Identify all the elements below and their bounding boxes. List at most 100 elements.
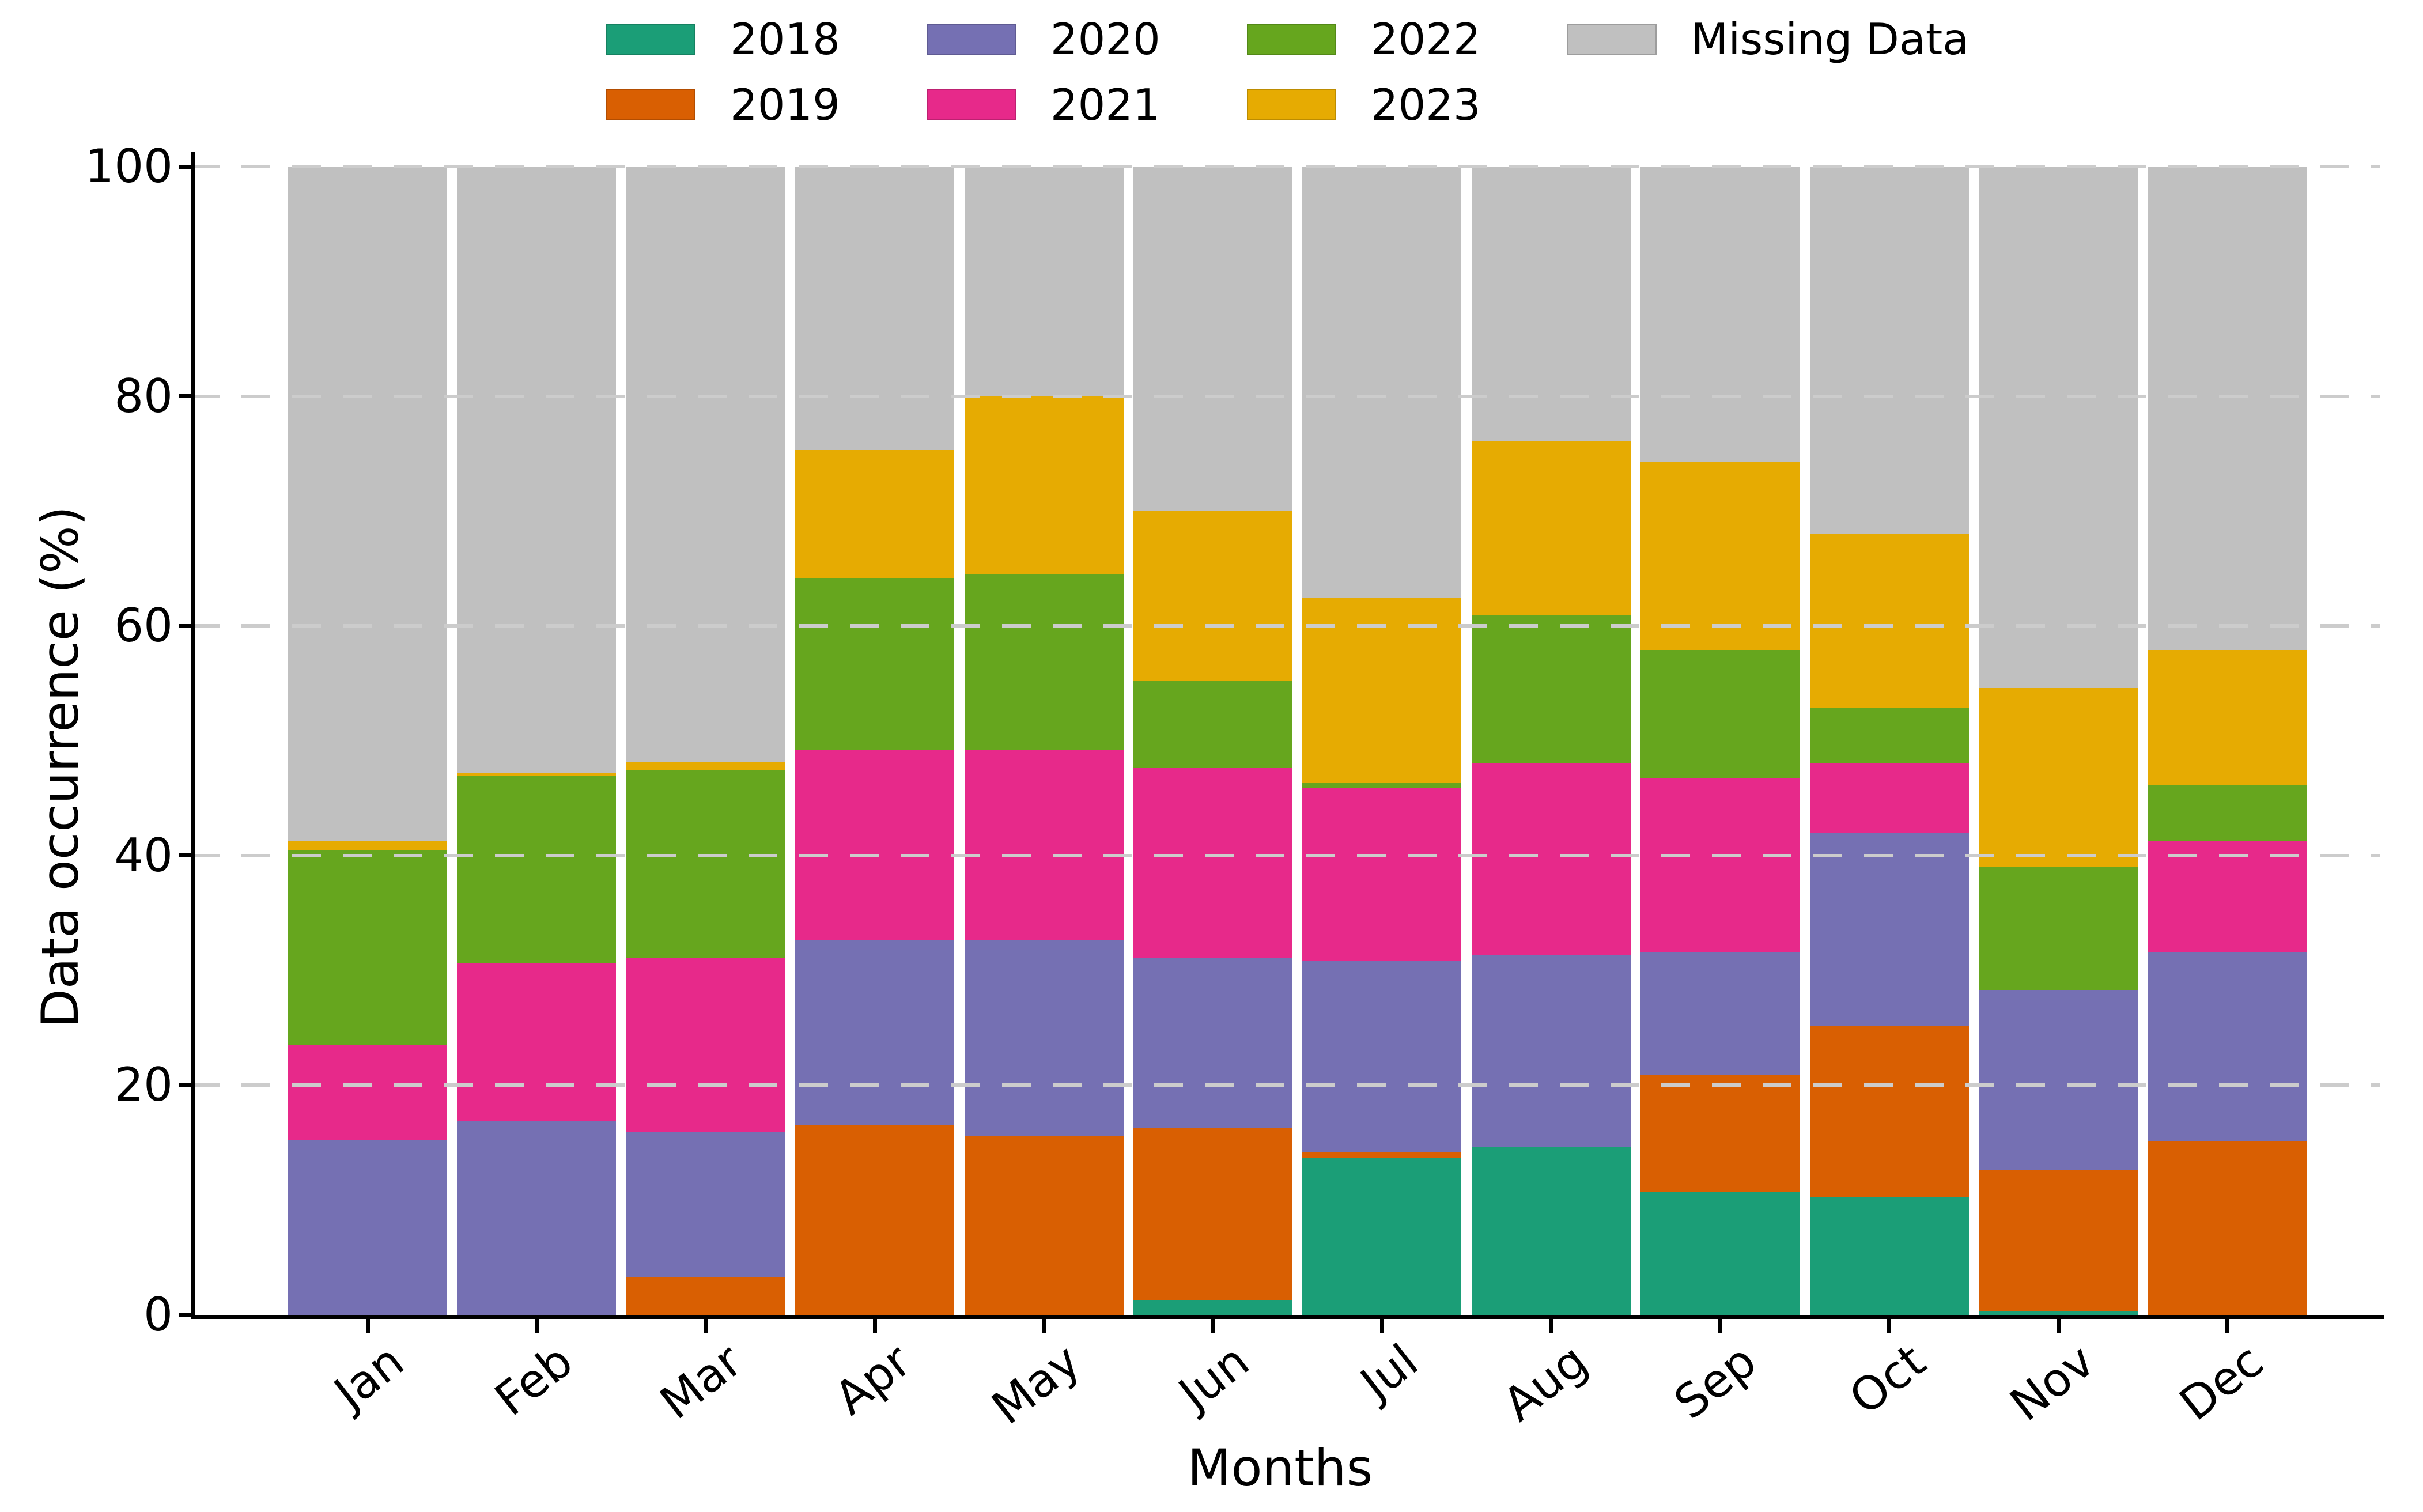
x-tick-jul (1380, 1319, 1384, 1333)
legend-swatch-missing-data (1567, 24, 1657, 55)
bar-segment-missing-data-feb (457, 167, 616, 773)
bar-segment-missing-data-dec (2148, 167, 2307, 651)
bar-segment-2022-jul (1302, 783, 1461, 788)
bar-segment-2020-may (965, 940, 1124, 1136)
bar-segment-2023-aug (1472, 441, 1631, 616)
legend-item-2023: 2023 (1246, 84, 1481, 127)
bar-segment-2018-nov (1979, 1311, 2138, 1315)
y-tick-20 (179, 1083, 191, 1087)
y-tick-80 (179, 394, 191, 399)
bar-segment-2019-sep (1640, 1075, 1800, 1192)
bar-segment-missing-data-jan (288, 167, 447, 841)
bar-segment-2023-jun (1133, 511, 1292, 681)
bar-segment-2022-jun (1133, 681, 1292, 769)
bar-segment-2019-nov (1979, 1170, 2138, 1311)
bar-segment-2019-may (965, 1136, 1124, 1315)
gridline-80 (191, 394, 2380, 398)
bar-segment-2021-may (965, 750, 1124, 941)
bar-segment-missing-data-mar (626, 167, 785, 763)
y-axis-spine (191, 152, 195, 1315)
legend-item-2018: 2018 (606, 18, 840, 61)
y-tick-label-60: 60 (114, 599, 173, 652)
x-tick-dec (2225, 1319, 2229, 1333)
bar-segment-2022-sep (1640, 650, 1800, 779)
legend-swatch-2023 (1246, 89, 1336, 120)
x-tick-jan (366, 1319, 370, 1333)
y-tick-40 (179, 853, 191, 858)
legend-item-2022: 2022 (1246, 14, 1481, 65)
plot-area (179, 152, 2384, 1333)
x-tick-may (1042, 1319, 1046, 1333)
legend-swatch-2020 (926, 24, 1016, 55)
x-tick-mar (704, 1319, 708, 1333)
x-axis-spine (191, 1315, 2384, 1319)
bar-segment-2018-oct (1810, 1196, 1969, 1315)
bar-segment-2020-aug (1472, 955, 1631, 1147)
bar-segment-2020-feb (457, 1121, 616, 1315)
bar-segment-2018-jul (1302, 1158, 1461, 1315)
y-tick-label-40: 40 (114, 829, 173, 882)
bar-segment-2022-aug (1472, 615, 1631, 764)
bar-segment-2022-feb (457, 776, 616, 964)
y-tick-100 (179, 164, 191, 169)
x-tick-jun (1211, 1319, 1215, 1333)
x-tick-nov (2057, 1319, 2061, 1333)
bar-segment-2022-jan (288, 849, 447, 1045)
bar-segment-2020-jul (1302, 961, 1461, 1152)
bar-segment-2023-jan (288, 840, 447, 850)
bar-segment-2019-oct (1810, 1025, 1969, 1197)
bar-segment-2020-oct (1810, 833, 1969, 1026)
legend-label-2020: 2020 (1050, 14, 1161, 65)
bar-segment-2023-apr (795, 450, 954, 578)
y-tick-label-20: 20 (114, 1058, 173, 1112)
bar-segment-2019-jun (1133, 1128, 1292, 1301)
x-tick-apr (873, 1319, 877, 1333)
x-tick-feb (535, 1319, 539, 1333)
gridline-100 (191, 165, 2380, 168)
gridline-60 (191, 624, 2380, 628)
bar-segment-2018-sep (1640, 1192, 1800, 1315)
gridline-40 (191, 853, 2380, 857)
bar-segment-2021-jan (288, 1045, 447, 1141)
y-tick-label-100: 100 (85, 139, 173, 193)
bar-segment-2020-apr (795, 940, 954, 1126)
bar-segment-missing-data-jun (1133, 167, 1292, 511)
bar-segment-2022-apr (795, 577, 954, 750)
bar-segment-2023-jul (1302, 598, 1461, 784)
x-axis-title: Months (1187, 1438, 1373, 1498)
bar-segment-2020-jan (288, 1140, 447, 1315)
bar-segment-2019-dec (2148, 1141, 2307, 1315)
bar-segment-2018-jun (1133, 1300, 1292, 1315)
bar-segment-2022-dec (2148, 785, 2307, 841)
bar-segment-2021-oct (1810, 763, 1969, 833)
legend-swatch-2019 (606, 89, 695, 120)
bar-segment-2019-mar (626, 1277, 785, 1315)
bar-segment-2023-may (965, 396, 1124, 574)
x-tick-sep (1718, 1319, 1722, 1333)
bar-segment-missing-data-may (965, 167, 1124, 396)
bar-segment-2019-jul (1302, 1152, 1461, 1158)
bar-segment-2020-mar (626, 1132, 785, 1277)
bar-segment-2022-oct (1810, 707, 1969, 764)
bar-segment-2023-dec (2148, 650, 2307, 786)
bar-segment-2020-dec (2148, 952, 2307, 1142)
bar-segment-2023-mar (626, 762, 785, 771)
bar-segment-2022-mar (626, 770, 785, 958)
bar-segment-2021-feb (457, 963, 616, 1121)
bar-segment-2022-may (965, 574, 1124, 750)
bar-segment-2021-mar (626, 958, 785, 1133)
legend-label-2021: 2021 (1050, 80, 1161, 130)
bar-segment-2021-apr (795, 750, 954, 941)
bar-segment-missing-data-sep (1640, 167, 1800, 462)
bar-segment-2021-sep (1640, 778, 1800, 952)
legend-label-2022: 2022 (1370, 14, 1481, 65)
y-axis-title: Data occurrence (%) (31, 505, 90, 1029)
y-tick-60 (179, 623, 191, 628)
gridline-20 (191, 1083, 2380, 1087)
legend: 2018 2019 2020 2021 2022 2023 Missing Data (606, 14, 1969, 130)
bar-segment-missing-data-jul (1302, 167, 1461, 599)
bar-segment-2023-feb (457, 773, 616, 777)
bar-segment-missing-data-oct (1810, 167, 1969, 534)
bar-segment-2021-aug (1472, 763, 1631, 956)
